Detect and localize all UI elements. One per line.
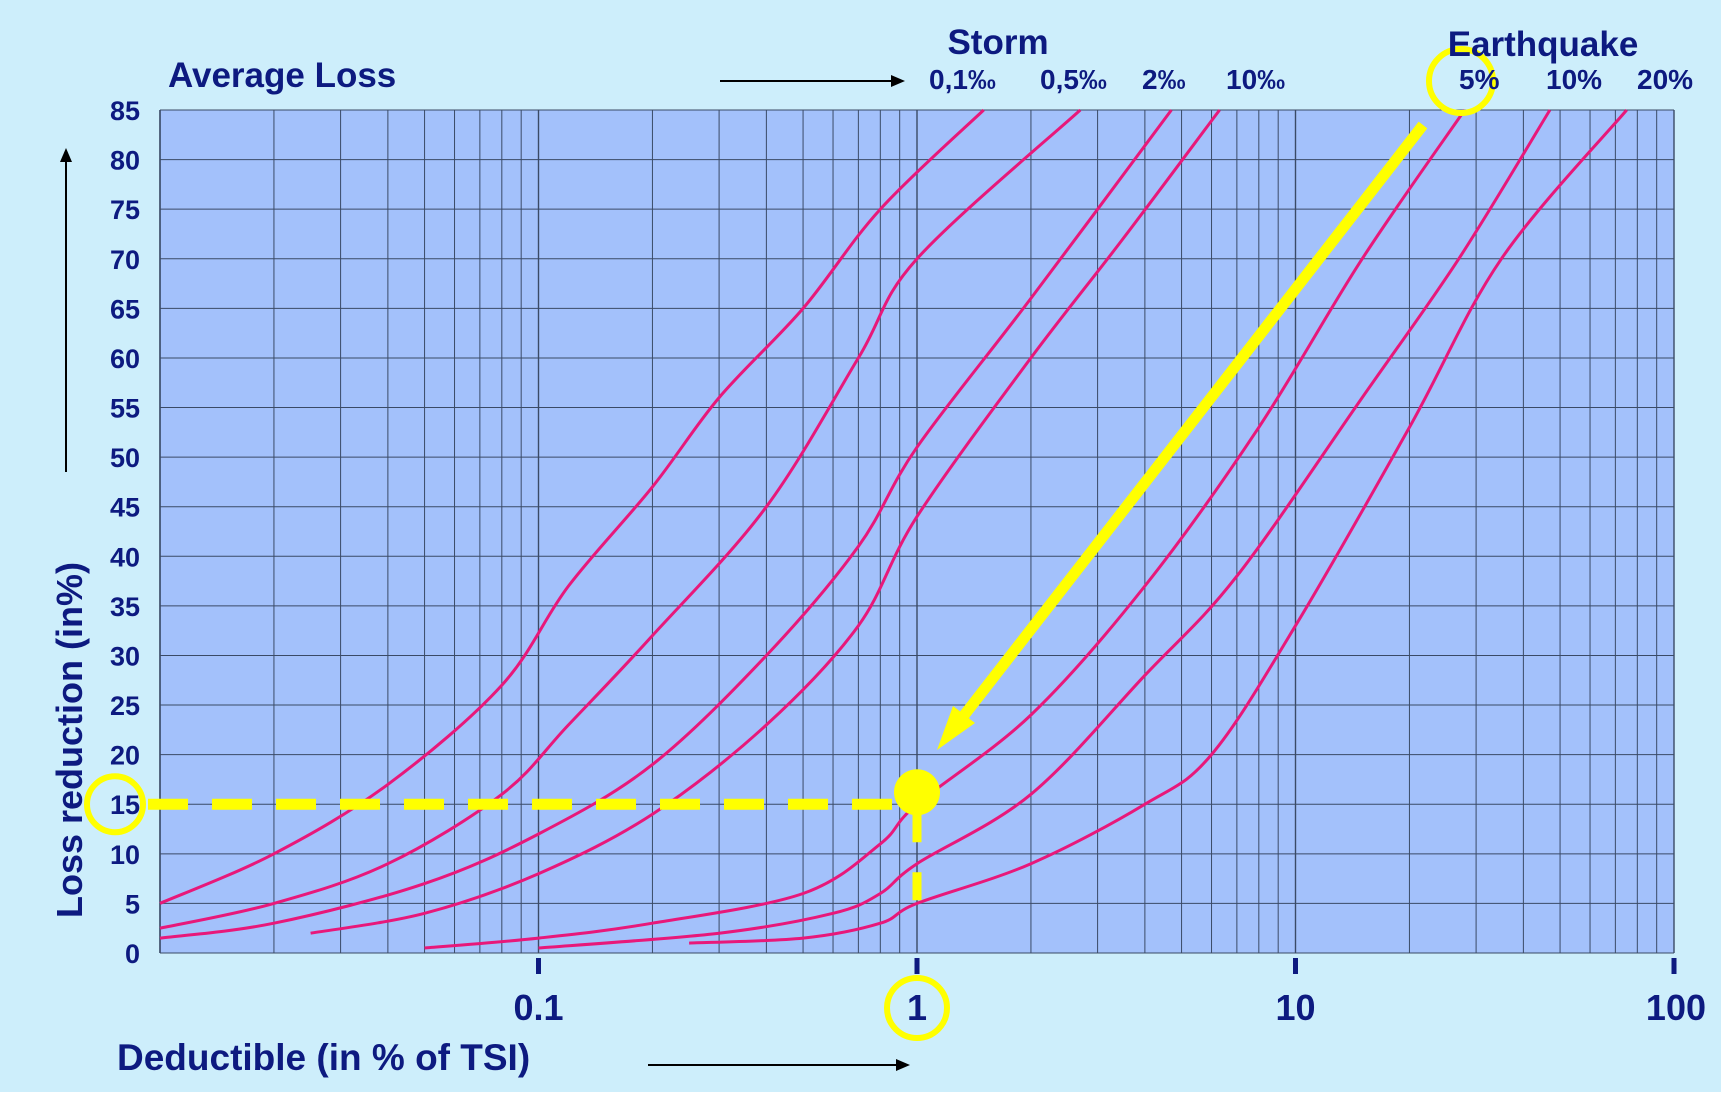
x-value-circle: [884, 975, 950, 1041]
series-label: 0,5‰: [1040, 64, 1107, 95]
example-point-marker: [894, 769, 940, 816]
y-tick-label: 55: [110, 394, 140, 424]
pointer-arrow-shaft: [950, 121, 1428, 731]
y-tick-label: 20: [110, 741, 140, 771]
x-tick-label: 0.1: [513, 987, 563, 1028]
y-tick-label: 30: [110, 641, 140, 671]
series-label: 10‰: [1226, 64, 1285, 95]
pointer-arrow-head: [937, 706, 975, 750]
series-line: [689, 109, 1628, 945]
earthquake-group-label: Earthquake: [1448, 25, 1639, 64]
y-tick-label: 75: [110, 195, 140, 225]
storm-group-label: Storm: [947, 23, 1048, 62]
y-tick-label: 85: [110, 96, 140, 126]
series-line: [159, 108, 985, 905]
y-tick-label: 70: [110, 245, 140, 275]
y-tick-label: 0: [125, 939, 140, 969]
storm-arrow: [720, 75, 905, 87]
y-tick-label: 45: [110, 493, 140, 523]
series-line: [424, 109, 1466, 950]
series-line: [538, 109, 1552, 950]
y-tick-label: 60: [110, 344, 140, 374]
x-axis-arrow: [648, 1059, 910, 1071]
y-tick-labels: 0 5 10 15 20 25 30 35 40 45 50 55 60 65 70 75 80 85: [110, 96, 140, 969]
y-axis-label: Loss reduction (in%): [49, 562, 90, 918]
y-value-circle: [84, 773, 146, 836]
series-labels: 0,1‰ 0,5‰ 2‰ 10‰ 5% 10% 20%: [929, 64, 1693, 95]
grid-lines: [159, 109, 1675, 954]
y-tick-label: 50: [110, 443, 140, 473]
y-tick-label: 25: [110, 691, 140, 721]
example-highlight: [84, 46, 1496, 1041]
y-tick-label: 65: [110, 294, 140, 324]
y-tick-label: 35: [110, 592, 140, 622]
y-tick-label: 10: [110, 840, 140, 870]
y-tick-label: 40: [110, 542, 140, 572]
chart-title: Average Loss: [168, 56, 396, 95]
series-label: 0,1‰: [929, 64, 996, 95]
y-axis-arrow: [60, 148, 72, 472]
y-tick-label: 80: [110, 146, 140, 176]
y-tick-label: 15: [110, 790, 140, 820]
x-tick-label: 100: [1646, 987, 1706, 1028]
series-line: [159, 109, 1173, 940]
x-axis-label: Deductible (in % of TSI): [117, 1037, 530, 1078]
series-line: [159, 108, 1082, 930]
y-tick-label: 5: [125, 889, 140, 919]
x-tick-labels: 0.1 1 10 100: [513, 958, 1706, 1028]
series-label-circle: [1426, 46, 1496, 116]
series-label: 5%: [1459, 64, 1500, 95]
series-label: 10%: [1546, 64, 1602, 95]
series-label: 20%: [1637, 64, 1693, 95]
series-curves: [159, 108, 1628, 950]
series-line: [310, 109, 1221, 935]
x-tick-label: 10: [1275, 987, 1315, 1028]
series-label: 2‰: [1142, 64, 1186, 95]
x-tick-label: 1: [907, 987, 927, 1028]
